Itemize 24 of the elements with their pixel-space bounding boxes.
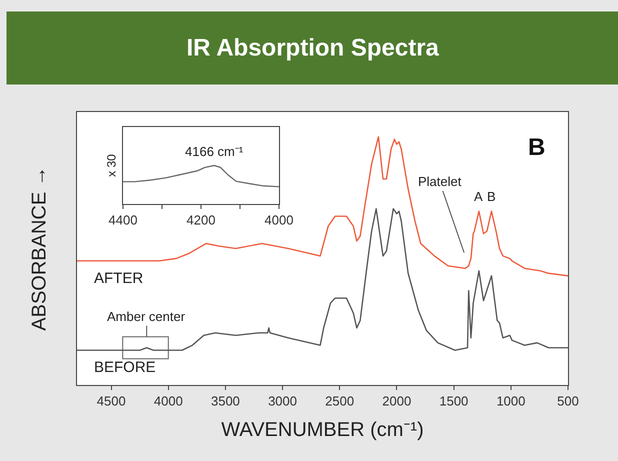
annotation: B: [528, 134, 546, 161]
annotation: A: [474, 189, 483, 204]
annotation: B: [487, 189, 496, 204]
x-tick-label: 4000: [264, 212, 294, 228]
y-axis-title: x 30: [104, 154, 118, 177]
x-tick-label: 3500: [210, 394, 240, 409]
x-axis-title: WAVENUMBER (cm⁻¹): [221, 419, 424, 442]
x-tick-label: 4400: [108, 212, 138, 228]
y-axis-title: ABSORBANCE →: [28, 166, 50, 331]
annotation: Platelet: [418, 174, 462, 189]
x-tick-label: 2000: [382, 394, 412, 409]
series-label: BEFORE: [94, 359, 156, 376]
x-tick-label: 1000: [496, 394, 526, 409]
x-tick-label: 4000: [154, 394, 183, 409]
annotation: Amber center: [107, 309, 186, 324]
series-label: AFTER: [94, 270, 144, 287]
x-tick-label: 4500: [96, 394, 126, 409]
x-tick-label: 4200: [186, 212, 216, 228]
annotation: 4166 cm⁻¹: [185, 144, 244, 159]
x-tick-label: 3000: [268, 394, 297, 409]
x-tick-label: 1500: [439, 394, 468, 409]
chart-title: IR Absorption Spectra: [186, 34, 440, 62]
x-tick-label: 2500: [325, 394, 354, 409]
x-tick-label: 500: [557, 394, 579, 409]
